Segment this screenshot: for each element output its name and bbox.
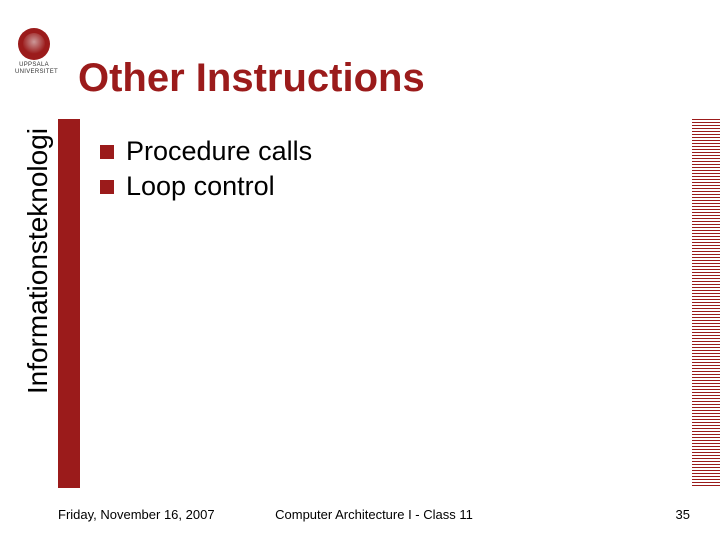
right-stripe-decoration: [692, 119, 720, 488]
bullet-square-icon: [100, 145, 114, 159]
footer-page-number: 35: [676, 507, 690, 522]
side-color-band: [58, 119, 80, 488]
slide-footer: Friday, November 16, 2007 Computer Archi…: [58, 507, 690, 522]
slide-content: Procedure calls Loop control: [100, 136, 660, 206]
bullet-text: Procedure calls: [126, 136, 312, 167]
slide-title: Other Instructions: [78, 56, 425, 101]
bullet-item: Procedure calls: [100, 136, 660, 167]
bullet-item: Loop control: [100, 171, 660, 202]
bullet-square-icon: [100, 180, 114, 194]
bullet-text: Loop control: [126, 171, 275, 202]
side-vertical-label: Informationsteknologi: [22, 0, 54, 128]
footer-course: Computer Architecture I - Class 11: [275, 507, 473, 522]
footer-date: Friday, November 16, 2007: [58, 507, 215, 522]
